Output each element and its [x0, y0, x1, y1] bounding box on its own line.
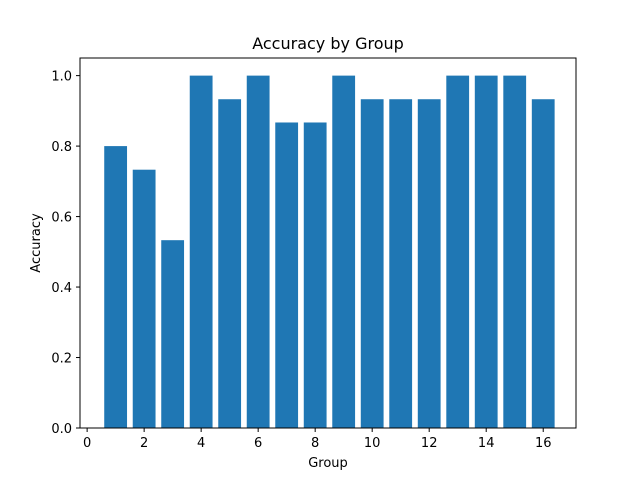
y-ticks-group: 0.0 0.2 0.4 0.6 0.8 1.0 — [51, 70, 80, 437]
bar-group-13 — [446, 75, 470, 428]
y-tick-label: 1.0 — [51, 70, 72, 85]
bar-group-7 — [275, 122, 299, 428]
bar-group-9 — [332, 75, 356, 428]
x-tick-label: 12 — [421, 436, 438, 451]
bar-group-1 — [104, 146, 128, 428]
x-axis-label: Group — [308, 456, 348, 471]
bar-group-8 — [303, 122, 327, 428]
x-tick-label: 2 — [140, 436, 148, 451]
y-axis-label: Accuracy — [29, 213, 44, 273]
bar-group-5 — [218, 99, 242, 428]
plot-frame — [79, 57, 577, 429]
y-tick-label: 0.2 — [51, 352, 72, 367]
bar-group-10 — [360, 99, 384, 428]
y-tick-label: 0.4 — [51, 281, 72, 296]
y-tick-label: 0.0 — [51, 422, 72, 437]
x-tick-label: 0 — [83, 436, 91, 451]
chart-title: Accuracy by Group — [252, 34, 404, 53]
bar-group-2 — [132, 169, 156, 428]
y-tick-label: 0.6 — [51, 211, 72, 226]
bar-group-14 — [474, 75, 498, 428]
x-tick-label: 14 — [478, 436, 495, 451]
bar-group-11 — [389, 99, 413, 428]
y-tick-label: 0.8 — [51, 140, 72, 155]
bars-group — [104, 75, 555, 428]
bar-group-6 — [246, 75, 270, 428]
bar-group-12 — [417, 99, 441, 428]
x-tick-label: 10 — [364, 436, 381, 451]
bar-group-15 — [503, 75, 527, 428]
bar-group-16 — [531, 99, 555, 428]
x-tick-label: 8 — [311, 436, 319, 451]
x-ticks-group: 0 2 4 6 8 10 12 14 16 — [83, 428, 552, 451]
x-tick-label: 4 — [197, 436, 205, 451]
x-tick-label: 16 — [535, 436, 552, 451]
bar-group-3 — [161, 240, 185, 428]
x-tick-label: 6 — [254, 436, 262, 451]
bar-group-4 — [189, 75, 213, 428]
